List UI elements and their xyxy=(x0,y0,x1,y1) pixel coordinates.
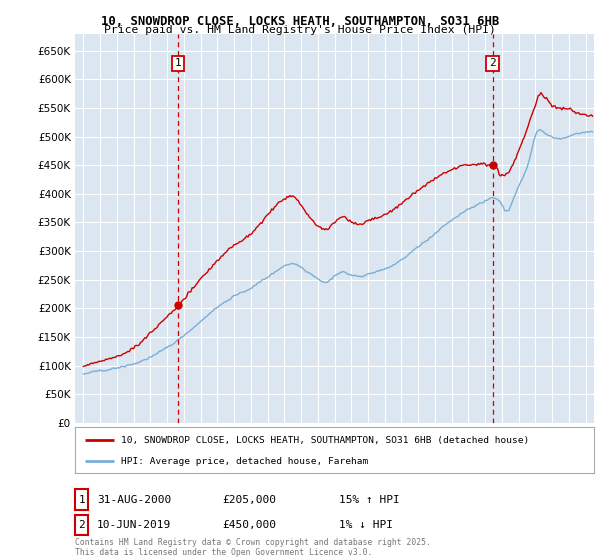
Text: 1: 1 xyxy=(175,58,182,68)
Text: 1: 1 xyxy=(78,494,85,505)
Text: 2: 2 xyxy=(489,58,496,68)
Text: HPI: Average price, detached house, Fareham: HPI: Average price, detached house, Fare… xyxy=(121,457,368,466)
Text: 15% ↑ HPI: 15% ↑ HPI xyxy=(339,494,400,505)
Text: 10, SNOWDROP CLOSE, LOCKS HEATH, SOUTHAMPTON, SO31 6HB: 10, SNOWDROP CLOSE, LOCKS HEATH, SOUTHAM… xyxy=(101,15,499,27)
Text: 1% ↓ HPI: 1% ↓ HPI xyxy=(339,520,393,530)
Text: 31-AUG-2000: 31-AUG-2000 xyxy=(97,494,172,505)
Text: Contains HM Land Registry data © Crown copyright and database right 2025.
This d: Contains HM Land Registry data © Crown c… xyxy=(75,538,431,557)
Text: £205,000: £205,000 xyxy=(222,494,276,505)
Text: Price paid vs. HM Land Registry's House Price Index (HPI): Price paid vs. HM Land Registry's House … xyxy=(104,25,496,35)
Text: £450,000: £450,000 xyxy=(222,520,276,530)
Text: 2: 2 xyxy=(78,520,85,530)
Text: 10, SNOWDROP CLOSE, LOCKS HEATH, SOUTHAMPTON, SO31 6HB (detached house): 10, SNOWDROP CLOSE, LOCKS HEATH, SOUTHAM… xyxy=(121,436,529,445)
Text: 10-JUN-2019: 10-JUN-2019 xyxy=(97,520,172,530)
